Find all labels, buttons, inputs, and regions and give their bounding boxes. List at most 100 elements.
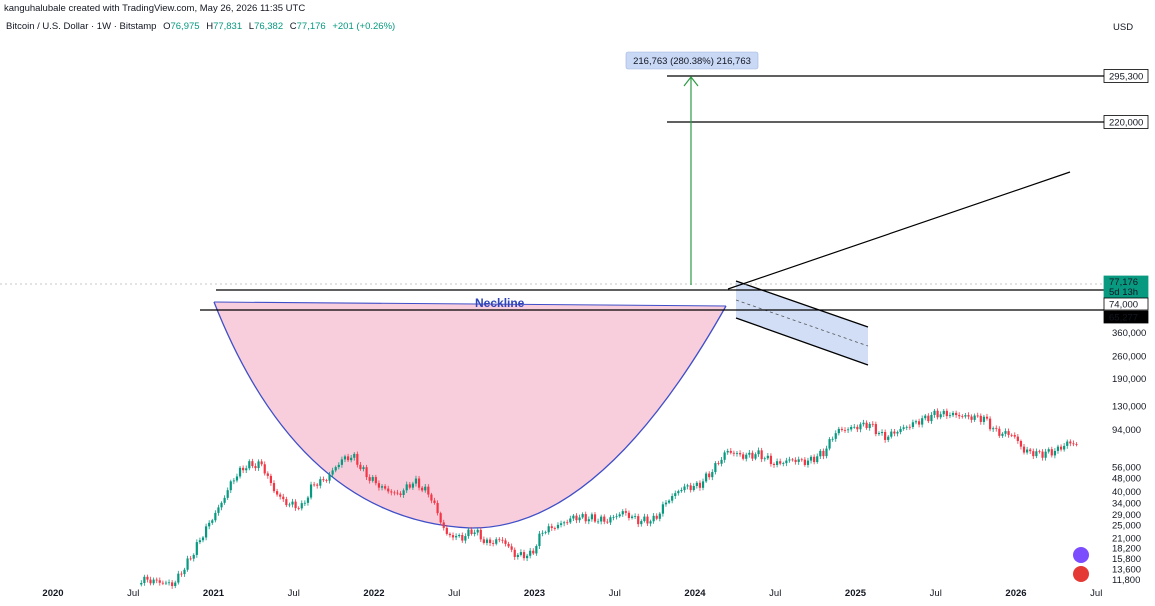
- candle-body: [229, 481, 232, 491]
- candle-body: [809, 456, 813, 461]
- candle-body: [689, 485, 692, 491]
- candle: [473, 529, 476, 537]
- candle: [988, 416, 992, 432]
- candle-body: [279, 494, 282, 497]
- candle: [1047, 447, 1050, 454]
- candle-body: [374, 477, 377, 484]
- candle: [893, 429, 896, 437]
- candles: [140, 408, 1078, 589]
- candle-body: [275, 491, 279, 495]
- candle: [346, 453, 350, 462]
- candle: [538, 530, 541, 549]
- candle: [671, 493, 674, 504]
- candle: [390, 489, 393, 496]
- neckline-label: Neckline: [475, 296, 525, 310]
- candle-body: [263, 464, 266, 474]
- candle: [782, 461, 785, 467]
- candle-body: [772, 463, 776, 465]
- candle: [198, 537, 202, 545]
- cup-fill: [214, 302, 726, 529]
- candle: [177, 570, 180, 585]
- candle: [377, 480, 381, 491]
- candle: [232, 478, 235, 485]
- target-2-tag-box: [1103, 115, 1149, 129]
- candle-body: [596, 521, 600, 523]
- candle-body: [167, 582, 171, 584]
- candle: [195, 539, 198, 558]
- candle-body: [306, 497, 310, 503]
- candle: [393, 490, 396, 496]
- candle-body: [708, 473, 711, 478]
- candle: [451, 532, 455, 541]
- candle: [948, 412, 952, 419]
- y-tick-label: 260,000: [1112, 352, 1146, 363]
- candle-body: [380, 486, 384, 488]
- candle-body: [340, 459, 343, 465]
- candle-body: [223, 497, 226, 503]
- candle: [1007, 428, 1010, 438]
- candle-body: [686, 485, 689, 487]
- candle: [813, 454, 816, 465]
- x-tick-label: Jul: [1090, 588, 1102, 599]
- candle-body: [853, 426, 856, 428]
- candle: [482, 536, 485, 545]
- candle-body: [816, 456, 819, 463]
- candle-body: [776, 461, 779, 465]
- candle: [908, 424, 911, 430]
- candle: [711, 469, 714, 481]
- candle: [146, 574, 149, 583]
- x-tick-label: 2025: [845, 588, 867, 599]
- candle: [708, 471, 711, 480]
- symbol-name: Bitcoin / U.S. Dollar · 1W · Bitstamp: [6, 21, 157, 32]
- candle-body: [674, 493, 677, 497]
- candle: [1029, 447, 1032, 454]
- candle: [309, 481, 313, 500]
- candle-body: [1053, 450, 1056, 456]
- candle-body: [371, 477, 374, 481]
- candle: [547, 523, 550, 535]
- candle: [316, 483, 319, 489]
- candle-body: [887, 436, 890, 440]
- candle-body: [211, 520, 214, 523]
- candle-body: [677, 491, 680, 494]
- candle-body: [387, 488, 390, 492]
- candle-body: [831, 438, 834, 440]
- candle: [226, 487, 229, 500]
- candle: [612, 514, 615, 521]
- cup-rim: [213, 301, 727, 307]
- flag-icon[interactable]: [1073, 566, 1089, 582]
- candle-body: [600, 516, 603, 522]
- candle: [516, 553, 519, 560]
- candle-body: [837, 428, 840, 434]
- candle-body: [1032, 451, 1035, 457]
- candle-body: [569, 518, 572, 523]
- candle-body: [1050, 449, 1053, 456]
- y-tick-label: 25,000: [1112, 521, 1141, 532]
- candle: [819, 449, 822, 460]
- candle: [214, 510, 217, 523]
- candle-body: [553, 527, 556, 529]
- candle: [242, 465, 245, 474]
- measured-move-label: 216,763 (280.38%) 216,763: [633, 56, 751, 67]
- candle: [834, 430, 837, 442]
- candle: [254, 463, 257, 471]
- y-tick-label: 18,200: [1112, 544, 1141, 555]
- candle-body: [1016, 436, 1019, 441]
- candle-body: [313, 484, 316, 486]
- candle-body: [294, 501, 297, 509]
- candle: [776, 458, 779, 468]
- candle: [238, 466, 242, 479]
- candle-body: [495, 539, 498, 544]
- replay-icon[interactable]: [1073, 547, 1089, 563]
- candle-body: [726, 450, 729, 453]
- candle: [1010, 433, 1013, 438]
- candle: [880, 429, 884, 436]
- target-1-tag: 295,300: [1109, 72, 1143, 83]
- candle: [618, 512, 621, 518]
- candle-body: [723, 452, 726, 460]
- candle-body: [368, 477, 371, 481]
- candle: [714, 461, 717, 475]
- candle-body: [1019, 440, 1023, 447]
